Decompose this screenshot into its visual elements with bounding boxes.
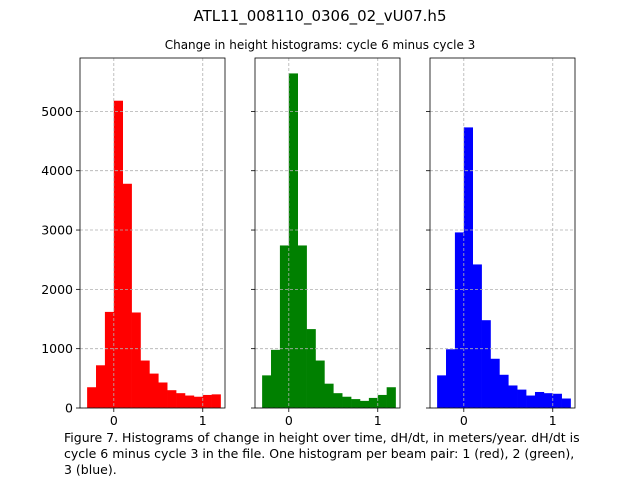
histogram-bar [508,385,518,408]
histogram-bar [386,387,396,408]
y-tick-label: 5000 [41,104,73,119]
histogram-bar [342,396,352,408]
histogram-bar [158,382,168,408]
histogram-bar [113,100,123,409]
histogram-bar [351,399,361,408]
figure-subtitle: Change in height histograms: cycle 6 min… [164,38,476,52]
y-tick-label: 2000 [41,282,73,297]
histogram-bar [202,394,212,408]
x-tick-label: 1 [199,413,207,428]
histogram-bar [104,311,115,408]
histogram-bar [184,395,195,408]
histogram-bar [176,393,186,408]
histogram-panel-1: 0 1 0 1000 2000 3000 4000 5000 [41,57,226,428]
histogram-bar [211,394,221,408]
histogram-bar [377,394,387,408]
y-tick-label: 4000 [41,163,73,178]
histogram-bar [149,373,159,408]
histogram-bar [193,396,204,408]
histogram-bar [297,245,307,408]
axes-frame [79,57,226,409]
histogram-bar [122,183,132,408]
histogram-bar [517,389,527,408]
x-tick-label: 1 [374,413,382,428]
x-tick-label: 0 [285,413,293,428]
histogram-bar [167,390,177,408]
histogram-bar [262,375,272,408]
histogram-bar [271,349,281,408]
histogram-bar [472,264,482,408]
y-tick-label: 3000 [41,223,73,238]
histogram-bar [96,365,106,408]
axes-frame [429,57,576,409]
histogram-bar [552,393,562,408]
histogram-bar [437,375,447,408]
histogram-bar [499,374,509,408]
figure-caption: Figure 7. Histograms of change in height… [64,430,580,477]
figure-title: ATL11_008110_0306_02_vU07.h5 [193,7,447,25]
histogram-bar [534,391,545,408]
histogram-bar [526,395,536,408]
histogram-bar [131,312,141,408]
histogram-bar [490,358,500,408]
histogram-bar [140,360,150,408]
histogram-bar [324,383,334,408]
y-tick-label: 0 [65,401,73,416]
histogram-bar [368,397,379,408]
histogram-bar [359,400,370,408]
axes-frame [254,57,401,409]
histogram-bar [315,360,325,408]
histogram-bar [454,232,465,408]
histogram-bar [279,245,290,408]
histogram-bar [481,320,491,408]
histogram-bar [306,329,316,408]
histogram-bar [87,387,97,408]
histogram-bar [463,127,473,408]
y-tick-label: 1000 [41,341,73,356]
x-tick-label: 0 [110,413,118,428]
histogram-bar [446,349,456,408]
histogram-bar [288,73,298,409]
x-tick-label: 0 [460,413,468,428]
x-tick-label: 1 [549,413,557,428]
histogram-bar [333,393,343,408]
histogram-bar [561,398,571,408]
histogram-bar [543,393,554,408]
